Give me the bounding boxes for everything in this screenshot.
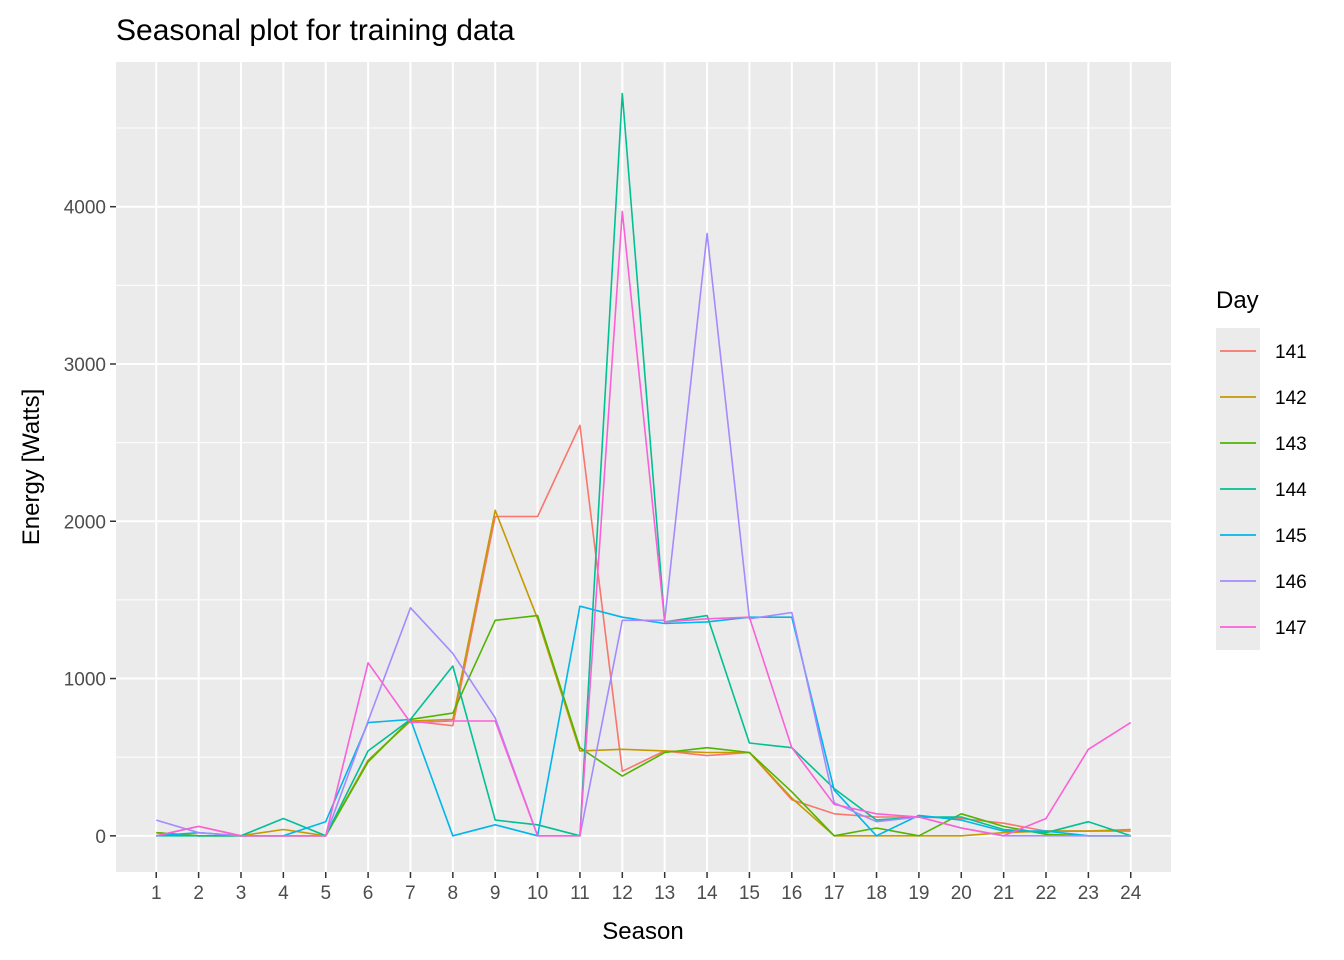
x-tick-label: 8 (448, 883, 459, 904)
chart-title: Seasonal plot for training data (116, 14, 515, 47)
x-tick-label: 20 (951, 883, 972, 904)
x-tick-label: 1 (151, 883, 162, 904)
grid-major (116, 62, 1171, 872)
legend-label: 142 (1275, 388, 1307, 409)
plot-panel (116, 62, 1171, 872)
series-layer (156, 92, 1132, 837)
x-tick-label: 11 (570, 883, 590, 904)
x-tick-label: 16 (781, 883, 802, 904)
x-tick-label: 12 (612, 883, 633, 904)
legend-label: 146 (1275, 572, 1307, 593)
x-tick-label: 6 (363, 883, 374, 904)
legend-item-143: 143 (1216, 420, 1307, 466)
y-tick-label: 0 (95, 827, 106, 848)
legend-item-145: 145 (1216, 512, 1307, 558)
legend-item-146: 146 (1216, 558, 1307, 604)
y-tick-label: 1000 (64, 670, 106, 691)
x-tick-label: 2 (193, 883, 204, 904)
x-tick-label: 5 (320, 883, 331, 904)
legend: Day 141 142 143 144 145 146 147 (1216, 287, 1307, 650)
legend-label: 145 (1275, 526, 1307, 547)
x-tick-label: 7 (405, 883, 416, 904)
x-tick-label: 13 (654, 883, 675, 904)
grid-minor (116, 127, 1171, 758)
y-axis: 0 1000 2000 3000 4000 (64, 198, 116, 848)
y-tick-label: 4000 (64, 198, 106, 219)
legend-label: 147 (1275, 618, 1307, 639)
legend-item-142: 142 (1216, 374, 1307, 420)
x-tick-label: 21 (993, 883, 1014, 904)
legend-item-141: 141 (1216, 328, 1307, 374)
x-tick-label: 14 (696, 883, 718, 904)
x-tick-label: 9 (490, 883, 501, 904)
legend-label: 144 (1275, 480, 1307, 501)
x-tick-label: 4 (278, 883, 289, 904)
series-line-144 (156, 92, 1131, 837)
x-tick-label: 22 (1035, 883, 1056, 904)
y-axis-title: Energy [Watts] (18, 389, 45, 546)
x-tick-label: 3 (236, 883, 247, 904)
legend-label: 141 (1275, 342, 1307, 363)
x-tick-label: 23 (1078, 883, 1099, 904)
x-tick-label: 18 (866, 883, 887, 904)
series-line-147 (156, 210, 1132, 837)
legend-label: 143 (1275, 434, 1307, 455)
x-tick-label: 24 (1120, 883, 1142, 904)
x-tick-label: 17 (824, 883, 845, 904)
y-tick-label: 2000 (64, 512, 106, 533)
legend-title: Day (1216, 287, 1259, 314)
x-tick-label: 10 (527, 883, 548, 904)
series-line-142 (156, 509, 1131, 837)
legend-item-144: 144 (1216, 466, 1307, 512)
x-tick-label: 19 (908, 883, 929, 904)
legend-item-147: 147 (1216, 604, 1307, 650)
x-tick-label: 15 (739, 883, 760, 904)
y-tick-label: 3000 (64, 355, 106, 376)
x-axis: 1 2 3 4 5 6 7 8 9 10 11 12 13 14 15 16 17 18 19 20 21 22 23 24 (151, 872, 1142, 904)
x-axis-title: Season (602, 918, 683, 945)
